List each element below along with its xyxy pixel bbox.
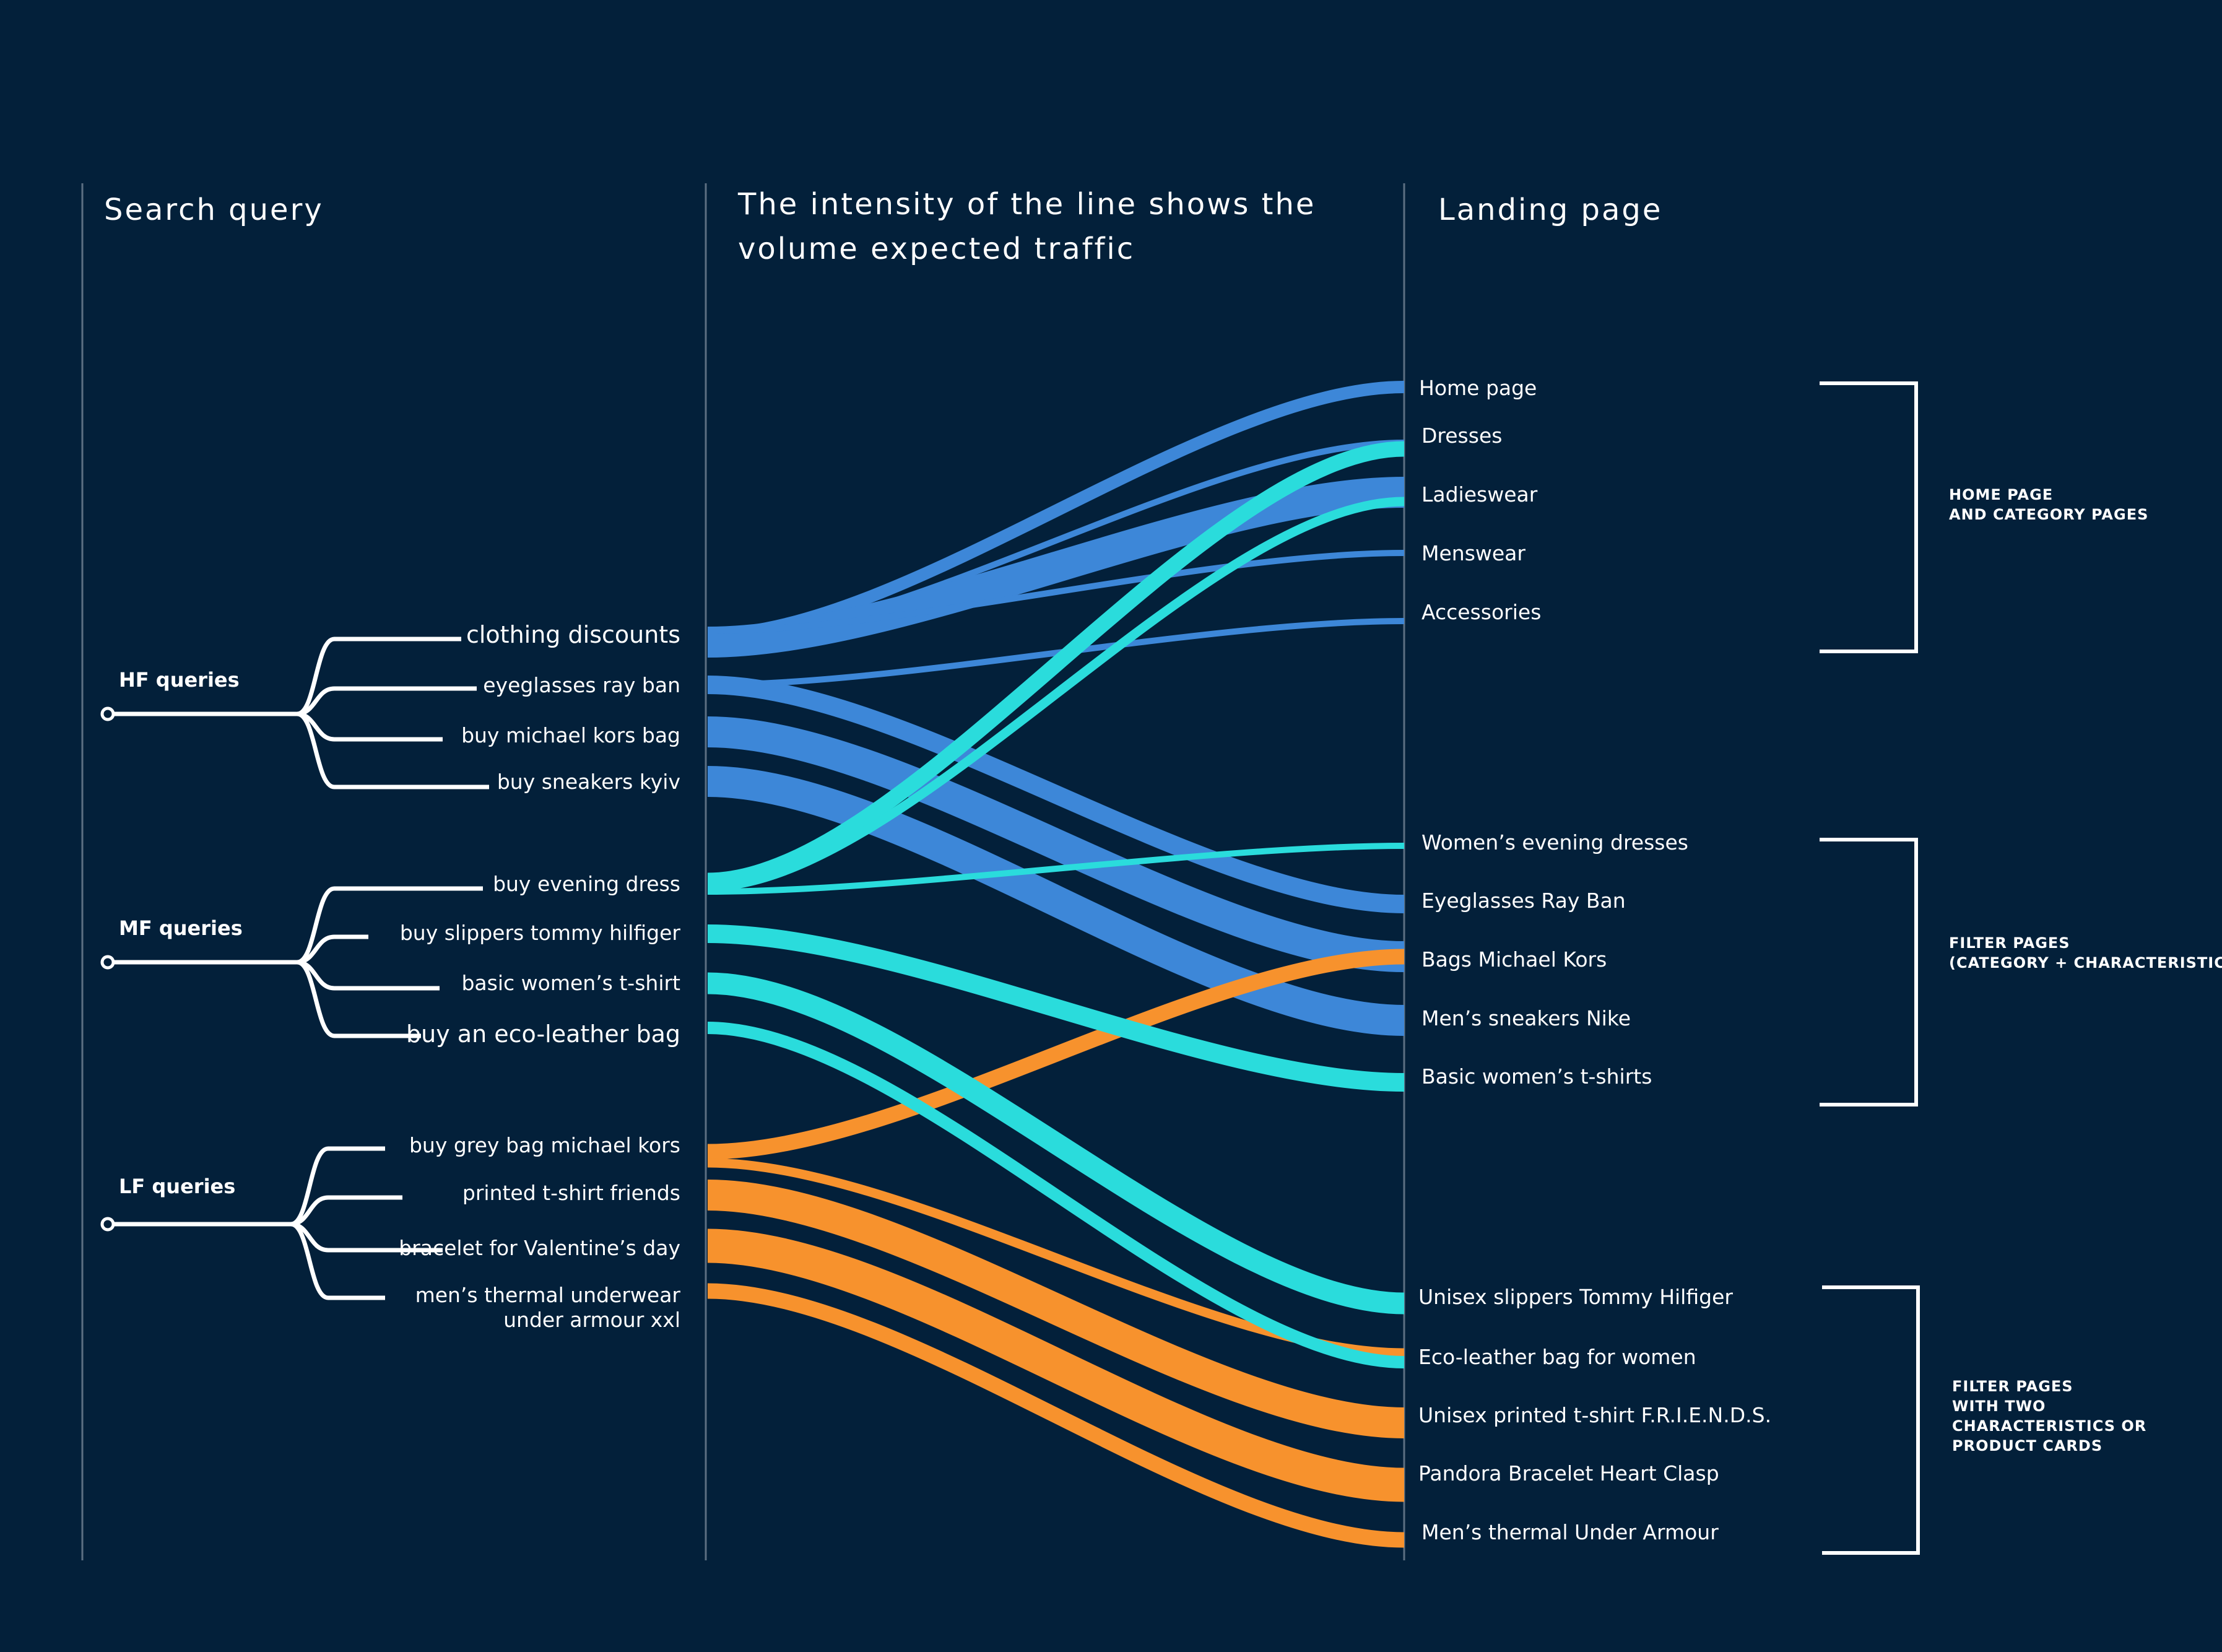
flow-line — [707, 972, 1405, 1315]
query-buy-slippers-tommy-hilfiger: buy slippers tommy hilfiger — [400, 921, 681, 945]
query-printed-t-shirt-friends: printed t-shirt friends — [462, 1181, 680, 1205]
flow-line — [707, 618, 1405, 688]
query-bracelet-valentines-day: bracelet for Valentine’s day — [399, 1236, 680, 1260]
query-basic-womens-t-shirt: basic women’s t-shirt — [461, 971, 680, 995]
flow-line — [707, 924, 1405, 1092]
landing-bags-michael-kors: Bags Michael Kors — [1421, 947, 1607, 972]
section-label-filter-1: FILTER PAGES — [1949, 934, 2070, 952]
flow-line — [707, 1228, 1405, 1502]
query-buy-eco-leather-bag: buy an eco-leather bag — [406, 1020, 680, 1048]
landing-dresses: Dresses — [1421, 424, 1502, 448]
tree-branch — [297, 637, 461, 716]
flow-line — [707, 441, 1405, 889]
query-tree — [100, 637, 489, 789]
tree-branch — [297, 960, 440, 991]
section-label-two-char-1: FILTER PAGES — [1952, 1378, 2073, 1395]
section-label-two-char-4: PRODUCT CARDS — [1952, 1437, 2103, 1454]
landing-unisex-slippers-tommy-hilfiger: Unisex slippers Tommy Hilfiger — [1418, 1285, 1733, 1309]
tree-branch — [297, 960, 421, 1038]
tree-branch — [290, 1146, 385, 1227]
flow-line — [707, 843, 1405, 895]
flow-line — [707, 1283, 1405, 1548]
flow-line — [707, 676, 1405, 913]
header-search-query: Search query — [104, 193, 324, 227]
group-label-lf: LF queries — [119, 1175, 235, 1198]
header-intensity-line2: volume expected traffic — [738, 232, 1135, 266]
flow-line — [707, 497, 1405, 892]
section-label-filter-2: (CATEGORY + CHARACTERISTICS) — [1949, 954, 2222, 972]
tree-branch — [290, 1222, 385, 1300]
query-tree — [100, 886, 483, 1038]
query-buy-sneakers-kyiv: buy sneakers kyiv — [497, 770, 680, 794]
header-landing-page: Landing page — [1438, 193, 1662, 227]
landing-eyeglasses-ray-ban: Eyeglasses Ray Ban — [1421, 889, 1626, 913]
flow-line — [707, 949, 1405, 1160]
query-buy-michael-kors-bag: buy michael kors bag — [461, 723, 680, 747]
tree-branch — [297, 711, 443, 742]
section-label-home-1: HOME PAGE — [1949, 486, 2053, 503]
bracket-filter-pages — [1820, 838, 1918, 1106]
query-eyeglasses-ray-ban: eyeglasses ray ban — [483, 673, 680, 697]
query-buy-evening-dress: buy evening dress — [493, 872, 680, 896]
flow-line — [707, 766, 1405, 1036]
query-tree — [100, 1146, 443, 1300]
flow-line — [707, 550, 1405, 634]
landing-ladieswear: Ladieswear — [1421, 482, 1538, 506]
bracket-two-characteristics — [1822, 1285, 1920, 1555]
tree-root-node — [100, 1217, 115, 1232]
tree-root-node — [100, 706, 115, 721]
query-trees — [100, 637, 489, 1300]
landing-eco-leather-bag-for-women: Eco-leather bag for women — [1418, 1345, 1696, 1369]
landing-basic-womens-t-shirts: Basic women’s t-shirts — [1421, 1064, 1652, 1089]
group-label-hf: HF queries — [119, 668, 240, 692]
tree-root-node — [100, 955, 115, 970]
query-under-armour-xxl: under armour xxl — [503, 1308, 680, 1332]
landing-mens-sneakers-nike: Men’s sneakers Nike — [1421, 1006, 1631, 1030]
group-label-mf: MF queries — [119, 916, 243, 940]
landing-mens-thermal-under-armour: Men’s thermal Under Armour — [1421, 1520, 1719, 1544]
flow-line — [707, 477, 1405, 658]
flow-line — [707, 1180, 1405, 1438]
landing-accessories: Accessories — [1421, 600, 1541, 624]
section-label-two-char-3: CHARACTERISTICS OR — [1952, 1417, 2146, 1435]
flow-lines — [707, 381, 1405, 1548]
section-label-home-2: AND CATEGORY PAGES — [1949, 506, 2148, 523]
landing-home-page: Home page — [1419, 376, 1537, 400]
landing-pandora-bracelet: Pandora Bracelet Heart Clasp — [1418, 1461, 1719, 1485]
landing-womens-evening-dresses: Women’s evening dresses — [1421, 830, 1688, 854]
bracket-home-category — [1820, 381, 1918, 653]
query-buy-grey-bag-michael-kors: buy grey bag michael kors — [409, 1133, 680, 1157]
flow-line — [707, 716, 1405, 972]
query-clothing-discounts: clothing discounts — [466, 621, 680, 648]
flow-line — [707, 1022, 1405, 1368]
query-mens-thermal-underwear: men’s thermal underwear — [415, 1283, 681, 1307]
landing-unisex-printed-t-shirt: Unisex printed t-shirt F.R.I.E.N.D.S. — [1418, 1403, 1771, 1427]
header-intensity-line1: The intensity of the line shows the — [737, 187, 1316, 222]
section-label-two-char-2: WITH TWO — [1952, 1398, 2046, 1415]
tree-branch — [297, 886, 483, 965]
tree-branch — [297, 686, 477, 716]
tree-branch — [297, 711, 489, 789]
landing-menswear: Menswear — [1421, 541, 1525, 565]
